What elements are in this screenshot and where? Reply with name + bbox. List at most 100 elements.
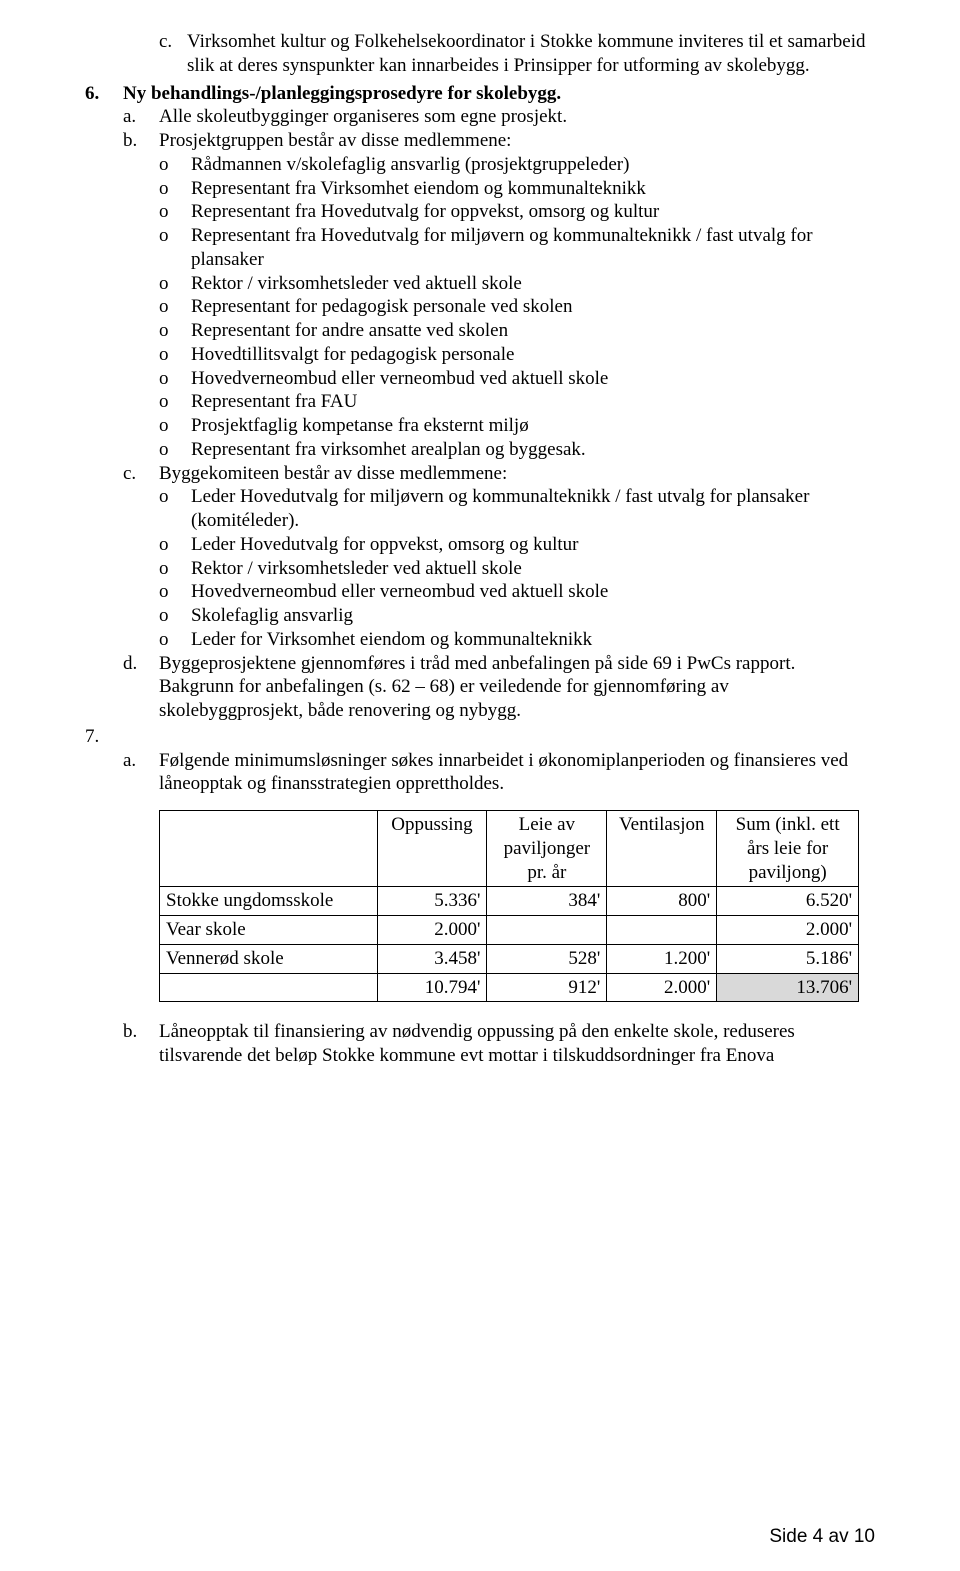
item-7a: a. Følgende minimumsløsninger søkes inna… (123, 749, 875, 797)
bullet-text: Representant fra Virksomhet eiendom og k… (191, 177, 875, 201)
bullet-marker: o (159, 343, 191, 367)
bullet-text: Hovedtillitsvalgt for pedagogisk persona… (191, 343, 875, 367)
table-cell: 6.520' (717, 887, 859, 916)
bullet-text: Representant for andre ansatte ved skole… (191, 319, 875, 343)
table-cell: 384' (487, 887, 607, 916)
sub-marker: d. (123, 652, 159, 723)
table-row: 10.794'912'2.000'13.706' (160, 973, 859, 1002)
table-cell (160, 973, 378, 1002)
bullet-marker: o (159, 295, 191, 319)
bullet-item: oSkolefaglig ansvarlig (159, 604, 875, 628)
item-6c-bullets: oLeder Hovedutvalg for miljøvern og komm… (85, 485, 875, 651)
table-row: Vennerød skole3.458'528'1.200'5.186' (160, 944, 859, 973)
bullet-marker: o (159, 224, 191, 272)
table-cell: 5.336' (377, 887, 487, 916)
bullet-item: oLeder for Virksomhet eiendom og kommuna… (159, 628, 875, 652)
sub-text: Alle skoleutbygginger organiseres som eg… (159, 105, 875, 129)
table-header-cell: Leie av paviljonger pr. år (487, 811, 607, 887)
item-7b: b. Låneopptak til finansiering av nødven… (123, 1020, 875, 1068)
bullet-marker: o (159, 533, 191, 557)
bullet-item: oRepresentant fra Hovedutvalg for miljøv… (159, 224, 875, 272)
bullet-item: oRepresentant fra virksomhet arealplan o… (159, 438, 875, 462)
sub-text: Byggekomiteen består av disse medlemmene… (159, 462, 875, 486)
table-cell: 2.000' (607, 973, 717, 1002)
sub-text: Byggeprosjektene gjennomføres i tråd med… (159, 652, 875, 723)
bullet-marker: o (159, 319, 191, 343)
bullet-item: oRepresentant for pedagogisk personale v… (159, 295, 875, 319)
table-cell: 800' (607, 887, 717, 916)
table-cell: 528' (487, 944, 607, 973)
page-footer: Side 4 av 10 (769, 1525, 875, 1549)
item-6c: c. Byggekomiteen består av disse medlemm… (123, 462, 875, 486)
list-text: Virksomhet kultur og Folkehelsekoordinat… (187, 31, 866, 76)
bullet-item: oRepresentant fra Hovedutvalg for oppvek… (159, 200, 875, 224)
bullet-text: Leder for Virksomhet eiendom og kommunal… (191, 628, 875, 652)
table-cell: 2.000' (717, 916, 859, 945)
item-7-number: 7. (85, 725, 875, 749)
table-cell: 3.458' (377, 944, 487, 973)
bullet-item: oHovedtillitsvalgt for pedagogisk person… (159, 343, 875, 367)
item-6b-bullets: oRådmannen v/skolefaglig ansvarlig (pros… (85, 153, 875, 462)
table-cell: 10.794' (377, 973, 487, 1002)
bullet-marker: o (159, 414, 191, 438)
table-body: Stokke ungdomsskole5.336'384'800'6.520' V… (160, 887, 859, 1002)
table-header-cell: Ventilasjon (607, 811, 717, 887)
sub-text: Låneopptak til finansiering av nødvendig… (159, 1020, 875, 1068)
cost-table: OppussingLeie av paviljonger pr. årVenti… (159, 810, 859, 1002)
bullet-item: oProsjektfaglig kompetanse fra eksternt … (159, 414, 875, 438)
bullet-marker: o (159, 153, 191, 177)
bullet-text: Skolefaglig ansvarlig (191, 604, 875, 628)
bullet-marker: o (159, 438, 191, 462)
bullet-item: oRepresentant fra FAU (159, 390, 875, 414)
bullet-item: oLeder Hovedutvalg for miljøvern og komm… (159, 485, 875, 533)
bullet-marker: o (159, 272, 191, 296)
bullet-marker: o (159, 367, 191, 391)
table-row: Vear skole2.000'2.000' (160, 916, 859, 945)
item-6d: d. Byggeprosjektene gjennomføres i tråd … (123, 652, 875, 723)
table-cell: 1.200' (607, 944, 717, 973)
bullet-marker: o (159, 604, 191, 628)
table-cell: Vennerød skole (160, 944, 378, 973)
bullet-marker: o (159, 200, 191, 224)
bullet-text: Representant fra FAU (191, 390, 875, 414)
bullet-item: oRepresentant for andre ansatte ved skol… (159, 319, 875, 343)
bullet-text: Leder Hovedutvalg for oppvekst, omsorg o… (191, 533, 875, 557)
table-cell: 5.186' (717, 944, 859, 973)
table-cell: 13.706' (717, 973, 859, 1002)
table-header-cell (160, 811, 378, 887)
table-cell (487, 916, 607, 945)
table-header-row: OppussingLeie av paviljonger pr. årVenti… (160, 811, 859, 887)
bullet-item: oRådmannen v/skolefaglig ansvarlig (pros… (159, 153, 875, 177)
list-item-c-top: c.Virksomhet kultur og Folkehelsekoordin… (85, 30, 875, 78)
sub-marker: b. (123, 129, 159, 153)
bullet-marker: o (159, 177, 191, 201)
table-header-cell: Sum (inkl. ett års leie for paviljong) (717, 811, 859, 887)
bullet-text: Representant for pedagogisk personale ve… (191, 295, 875, 319)
bullet-item: oHovedverneombud eller verneombud ved ak… (159, 580, 875, 604)
bullet-item: oRektor / virksomhetsleder ved aktuell s… (159, 557, 875, 581)
table-cell (607, 916, 717, 945)
bullet-marker: o (159, 628, 191, 652)
bullet-item: oLeder Hovedutvalg for oppvekst, omsorg … (159, 533, 875, 557)
item-6a: a. Alle skoleutbygginger organiseres som… (123, 105, 875, 129)
bullet-marker: o (159, 557, 191, 581)
sub-marker: b. (123, 1020, 159, 1068)
bullet-marker: o (159, 485, 191, 533)
bullet-text: Prosjektfaglig kompetanse fra eksternt m… (191, 414, 875, 438)
item-6b: b. Prosjektgruppen består av disse medle… (123, 129, 875, 153)
table-cell: 2.000' (377, 916, 487, 945)
bullet-text: Hovedverneombud eller verneombud ved akt… (191, 580, 875, 604)
sub-text: Følgende minimumsløsninger søkes innarbe… (159, 749, 875, 797)
bullet-marker: o (159, 390, 191, 414)
item-6-number: 6. (85, 82, 123, 106)
bullet-text: Representant fra Hovedutvalg for miljøve… (191, 224, 875, 272)
table-row: Stokke ungdomsskole5.336'384'800'6.520' (160, 887, 859, 916)
bullet-item: oRepresentant fra Virksomhet eiendom og … (159, 177, 875, 201)
table-cell: Stokke ungdomsskole (160, 887, 378, 916)
item-6-title: Ny behandlings-/planleggingsprosedyre fo… (123, 82, 561, 106)
bullet-text: Representant fra virksomhet arealplan og… (191, 438, 875, 462)
bullet-text: Rektor / virksomhetsleder ved aktuell sk… (191, 557, 875, 581)
bullet-text: Hovedverneombud eller verneombud ved akt… (191, 367, 875, 391)
bullet-item: oRektor / virksomhetsleder ved aktuell s… (159, 272, 875, 296)
sub-marker: a. (123, 749, 159, 797)
